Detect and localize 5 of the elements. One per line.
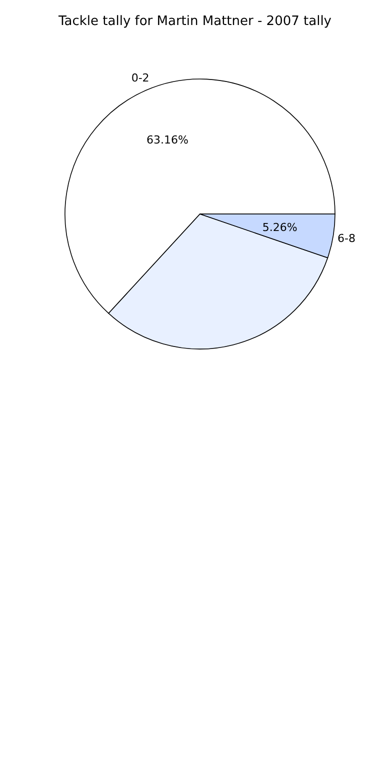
- data-label: 63.16%: [146, 133, 188, 146]
- data-label: 5.26%: [262, 220, 298, 234]
- slice-label: 6-8: [337, 232, 356, 245]
- slice-label: 0-2: [131, 72, 150, 85]
- chart-title: Tackle tally for Martin Mattner - 2007 tally: [57, 14, 332, 29]
